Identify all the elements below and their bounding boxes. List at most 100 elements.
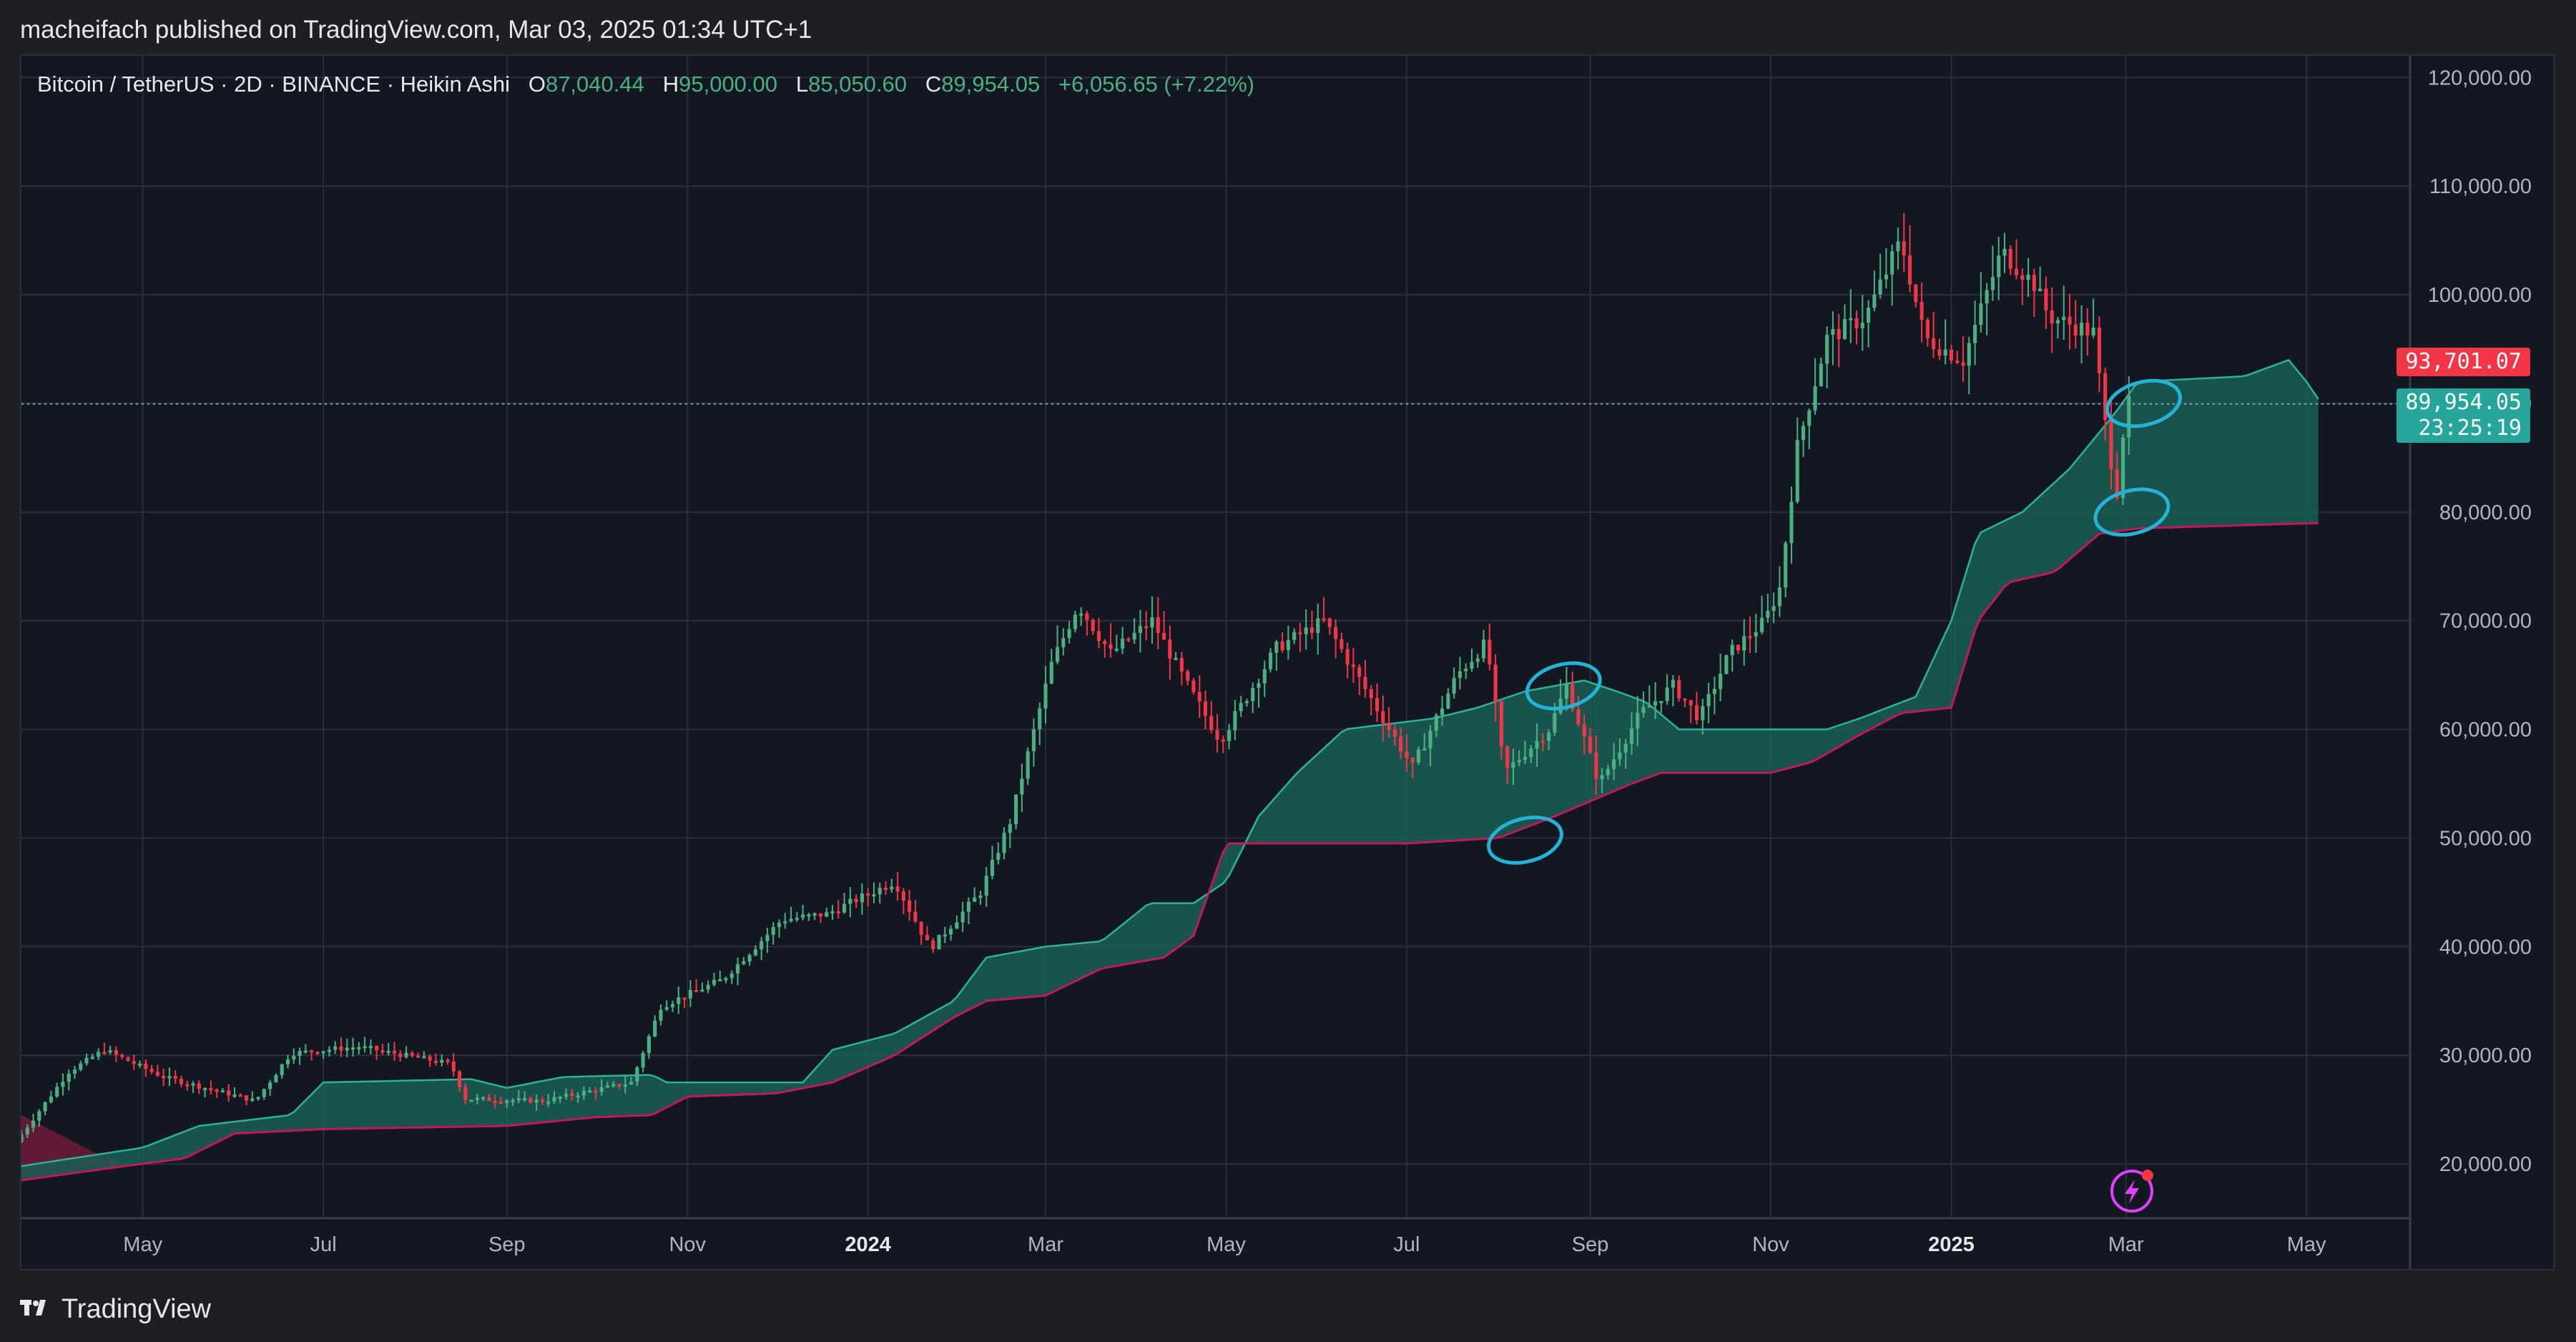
candle-up	[635, 1067, 639, 1082]
candle-up	[1020, 778, 1024, 795]
candle-down	[1914, 284, 1918, 303]
candle-up	[1890, 251, 1894, 275]
candle-up	[440, 1059, 444, 1063]
candle-up	[232, 1094, 237, 1097]
brand-label[interactable]: TradingView	[62, 1293, 212, 1324]
candle-up	[1304, 627, 1308, 635]
candle-down	[1493, 664, 1498, 702]
candle-down	[694, 989, 699, 992]
candle-down	[1345, 649, 1350, 665]
symbol-label[interactable]: Bitcoin / TetherUS · 2D · BINANCE · Heik…	[37, 72, 510, 97]
candle-up	[558, 1097, 562, 1099]
candle-up	[368, 1046, 373, 1049]
candle-up	[280, 1064, 284, 1075]
candle-up	[1564, 684, 1569, 699]
candle-up	[623, 1084, 627, 1087]
candle-down	[1186, 671, 1190, 681]
annotation-circle	[1487, 816, 1563, 865]
x-tick-label: Sep	[488, 1233, 526, 1256]
candle-down	[1399, 736, 1403, 752]
candle-up	[1174, 657, 1178, 660]
tradingview-logo-icon[interactable]	[20, 1293, 53, 1326]
candle-up	[789, 919, 793, 921]
close-key: C	[925, 72, 942, 97]
candle-up	[1742, 636, 1746, 651]
candle-up	[2062, 316, 2066, 320]
candle-down	[2008, 248, 2012, 269]
candle-down	[1499, 701, 1503, 747]
candle-up	[37, 1111, 41, 1121]
candle-up	[588, 1090, 592, 1093]
candle-up	[712, 979, 717, 985]
candle-up	[688, 989, 692, 999]
x-tick-label: Jul	[1393, 1233, 1420, 1256]
candle-down	[1683, 698, 1687, 701]
x-tick-label: 2025	[1928, 1233, 1975, 1256]
candle-up	[872, 894, 876, 897]
candle-down	[1375, 697, 1380, 712]
candle-down	[428, 1056, 432, 1061]
x-tick-label: May	[2287, 1233, 2326, 1256]
candle-up	[386, 1050, 390, 1053]
candle-down	[1405, 751, 1409, 758]
candle-up	[659, 1009, 663, 1021]
last-price-value: 93,701.07	[2405, 349, 2522, 374]
candle-up	[742, 961, 746, 964]
candle-up	[1038, 708, 1042, 730]
candle-up	[747, 955, 752, 962]
candle-down	[493, 1100, 497, 1103]
candle-up	[1623, 743, 1628, 753]
candle-up	[2091, 327, 2095, 336]
candle-up	[2080, 323, 2084, 336]
candle-down	[398, 1053, 403, 1057]
candle-up	[1659, 700, 1663, 703]
chart-panel[interactable]: 20,000.00 30,000.00 40,000.00 50,000.00 60,0…	[20, 54, 2555, 1270]
candle-down	[2097, 327, 2101, 373]
candle-down	[925, 934, 930, 941]
candle-up	[1754, 632, 1758, 637]
candle-down	[1357, 667, 1362, 677]
candle-down	[380, 1050, 385, 1053]
candle-up	[1896, 241, 1900, 252]
candle-down	[1392, 729, 1397, 737]
candle-up	[84, 1057, 89, 1064]
candle-up	[1813, 386, 1817, 411]
candle-up	[505, 1100, 509, 1103]
candle-up	[842, 903, 847, 913]
candle-up	[167, 1076, 172, 1079]
candle-up	[629, 1082, 634, 1085]
candle-down	[883, 887, 888, 890]
candle-up	[1043, 683, 1048, 709]
candle-up	[321, 1051, 325, 1054]
candle-up	[21, 1134, 24, 1142]
candle-down	[1582, 724, 1586, 737]
candle-down	[682, 997, 687, 1000]
candle-down	[1937, 349, 1942, 356]
candle-down	[1570, 684, 1575, 710]
candle-down	[410, 1052, 414, 1056]
y-tick-label: 80,000.00	[2439, 501, 2532, 524]
candle-up	[552, 1097, 556, 1102]
candle-down	[1925, 320, 1929, 338]
candle-up	[1671, 680, 1676, 688]
candle-up	[1233, 711, 1237, 730]
candle-up	[1719, 673, 1723, 690]
candle-up	[830, 911, 835, 914]
candle-down	[1387, 723, 1391, 730]
open-key: O	[528, 72, 546, 97]
candle-down	[126, 1057, 130, 1062]
low-key: L	[795, 72, 809, 97]
candle-down	[1162, 632, 1166, 640]
price-chart[interactable]: 20,000.00 30,000.00 40,000.00 50,000.00 60,0…	[21, 56, 2553, 1269]
candle-down	[197, 1083, 201, 1089]
low-value: 85,050.60	[808, 72, 908, 97]
candle-down	[1907, 255, 1912, 285]
candle-up	[1860, 323, 1864, 329]
y-tick-label: 70,000.00	[2439, 610, 2532, 633]
candle-up	[1990, 277, 1995, 290]
candle-down	[215, 1089, 219, 1092]
candle-up	[783, 921, 787, 924]
open-value: 87,040.44	[545, 72, 644, 97]
candle-up	[729, 973, 734, 979]
candle-down	[1209, 715, 1214, 730]
